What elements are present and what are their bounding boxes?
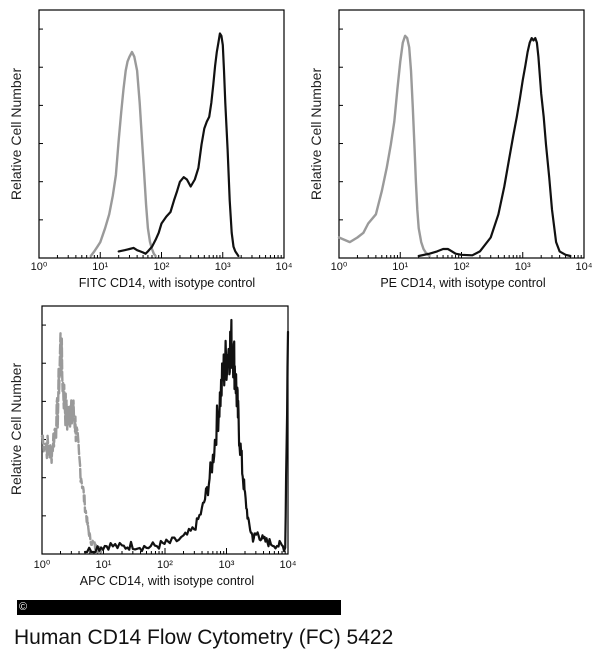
x-tick-label: 10⁴ <box>276 261 293 273</box>
panel-pe-frame <box>338 9 585 259</box>
cd14-line <box>417 37 572 258</box>
panel-fitc-series <box>89 32 240 258</box>
figure-caption: Human CD14 Flow Cytometry (FC) 5422 <box>14 626 394 649</box>
panel-pe-ylabel: Relative Cell Number <box>308 68 324 201</box>
panel-apc-tick-labels: 10⁰ 10¹ 10² 10³ 10⁴ <box>34 559 297 571</box>
panel-fitc: Relative Cell Number FITC CD14, with iso… <box>8 9 293 290</box>
panel-pe-tick-labels: 10⁰ 10¹ 10² 10³ 10⁴ <box>331 261 593 273</box>
panel-apc-series <box>40 318 290 554</box>
x-tick-label: 10¹ <box>96 559 112 571</box>
copyright-bar: © <box>17 600 341 615</box>
x-tick-label: 10² <box>454 261 470 273</box>
panel-fitc-yticks <box>39 28 43 221</box>
panel-fitc-tick-labels: 10⁰ 10¹ 10² 10³ 10⁴ <box>31 261 293 273</box>
x-tick-label: 10¹ <box>392 261 408 273</box>
panel-pe-yticks <box>339 28 343 221</box>
x-tick-label: 10² <box>154 261 170 273</box>
x-tick-label: 10² <box>157 559 173 571</box>
panel-fitc-xlabel: FITC CD14, with isotype control <box>79 276 255 290</box>
panel-apc-yticks <box>42 324 46 517</box>
isotype-control-line <box>337 34 431 258</box>
panel-fitc-ylabel: Relative Cell Number <box>8 68 24 201</box>
x-tick-label: 10⁴ <box>280 559 297 571</box>
x-tick-label: 10⁰ <box>34 559 51 571</box>
panel-apc-xlabel: APC CD14, with isotype control <box>80 574 254 588</box>
panel-pe-series <box>337 34 572 258</box>
panel-apc: Relative Cell Number APC CD14, with isot… <box>8 305 297 588</box>
x-tick-label: 10¹ <box>92 261 108 273</box>
panel-apc-xticks <box>41 548 289 554</box>
panel-fitc-frame <box>38 9 285 259</box>
x-tick-label: 10³ <box>219 559 235 571</box>
panel-apc-ylabel: Relative Cell Number <box>8 363 24 496</box>
cd14-line <box>117 32 240 258</box>
cd14-line <box>83 318 290 554</box>
x-tick-label: 10⁴ <box>576 261 593 273</box>
panel-apc-frame <box>41 305 289 555</box>
x-tick-label: 10⁰ <box>331 261 348 273</box>
x-tick-label: 10³ <box>215 261 231 273</box>
panel-pe-xticks <box>338 252 585 258</box>
isotype-control-line <box>40 332 105 554</box>
panel-pe-xlabel: PE CD14, with isotype control <box>380 276 545 290</box>
x-tick-label: 10³ <box>515 261 531 273</box>
isotype-control-line <box>89 50 157 258</box>
panel-fitc-xticks <box>38 252 285 258</box>
x-tick-label: 10⁰ <box>31 261 48 273</box>
panel-pe: Relative Cell Number PE CD14, with isoty… <box>308 9 593 290</box>
